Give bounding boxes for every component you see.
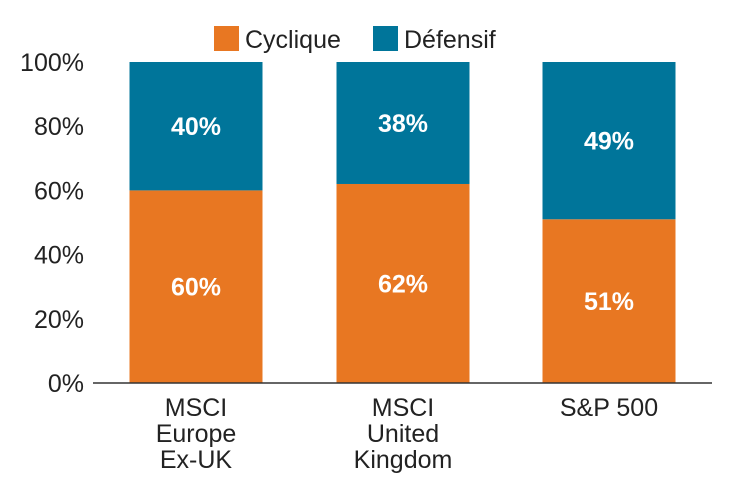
x-tick-label-msci-united-kingdom: Kingdom	[354, 446, 453, 474]
bar-d-fensif-msci-europe-ex-uk	[129, 62, 263, 191]
x-tick-label-msci-europe-ex-uk: Ex-UK	[160, 446, 233, 474]
bar-d-fensif-s-p-500	[542, 62, 676, 220]
y-tick-label: 80%	[34, 113, 84, 141]
y-tick-label: 20%	[34, 306, 84, 334]
data-labels: 60% 40% 62% 38% 51% 49%	[171, 110, 634, 316]
data-label-cyclique-msci-europe-ex-uk: 60%	[171, 274, 221, 302]
bars	[129, 62, 676, 383]
bar-cyclique-msci-united-kingdom	[336, 183, 470, 383]
data-label-cyclique-s-p-500: 51%	[584, 288, 634, 316]
bar-cyclique-msci-europe-ex-uk	[129, 190, 263, 383]
y-tick-label: 0%	[48, 370, 84, 398]
bar-cyclique-s-p-500	[542, 219, 676, 383]
x-tick-label-msci-united-kingdom: United	[367, 420, 439, 448]
legend-swatch-d-fensif	[373, 26, 398, 51]
y-tick-label: 100%	[20, 49, 84, 77]
data-label-d-fensif-msci-europe-ex-uk: 40%	[171, 113, 221, 141]
data-label-d-fensif-msci-united-kingdom: 38%	[378, 110, 428, 138]
legend-label-cyclique: Cyclique	[245, 26, 341, 54]
x-tick-label-msci-europe-ex-uk: Europe	[156, 420, 237, 448]
legend-label-d-fensif: Défensif	[404, 26, 496, 54]
y-axis-ticks: 0% 20% 40% 60% 80% 100%	[20, 49, 84, 398]
x-tick-label-s-p-500: S&P 500	[560, 394, 658, 422]
x-tick-label-msci-united-kingdom: MSCI	[372, 394, 435, 422]
bar-d-fensif-msci-united-kingdom	[336, 62, 470, 184]
legend: Cyclique Défensif	[214, 26, 496, 54]
legend-swatch-cyclique	[214, 26, 239, 51]
y-tick-label: 60%	[34, 177, 84, 205]
data-label-d-fensif-s-p-500: 49%	[584, 128, 634, 156]
y-tick-label: 40%	[34, 242, 84, 270]
data-label-cyclique-msci-united-kingdom: 62%	[378, 270, 428, 298]
x-tick-label-msci-europe-ex-uk: MSCI	[165, 394, 228, 422]
